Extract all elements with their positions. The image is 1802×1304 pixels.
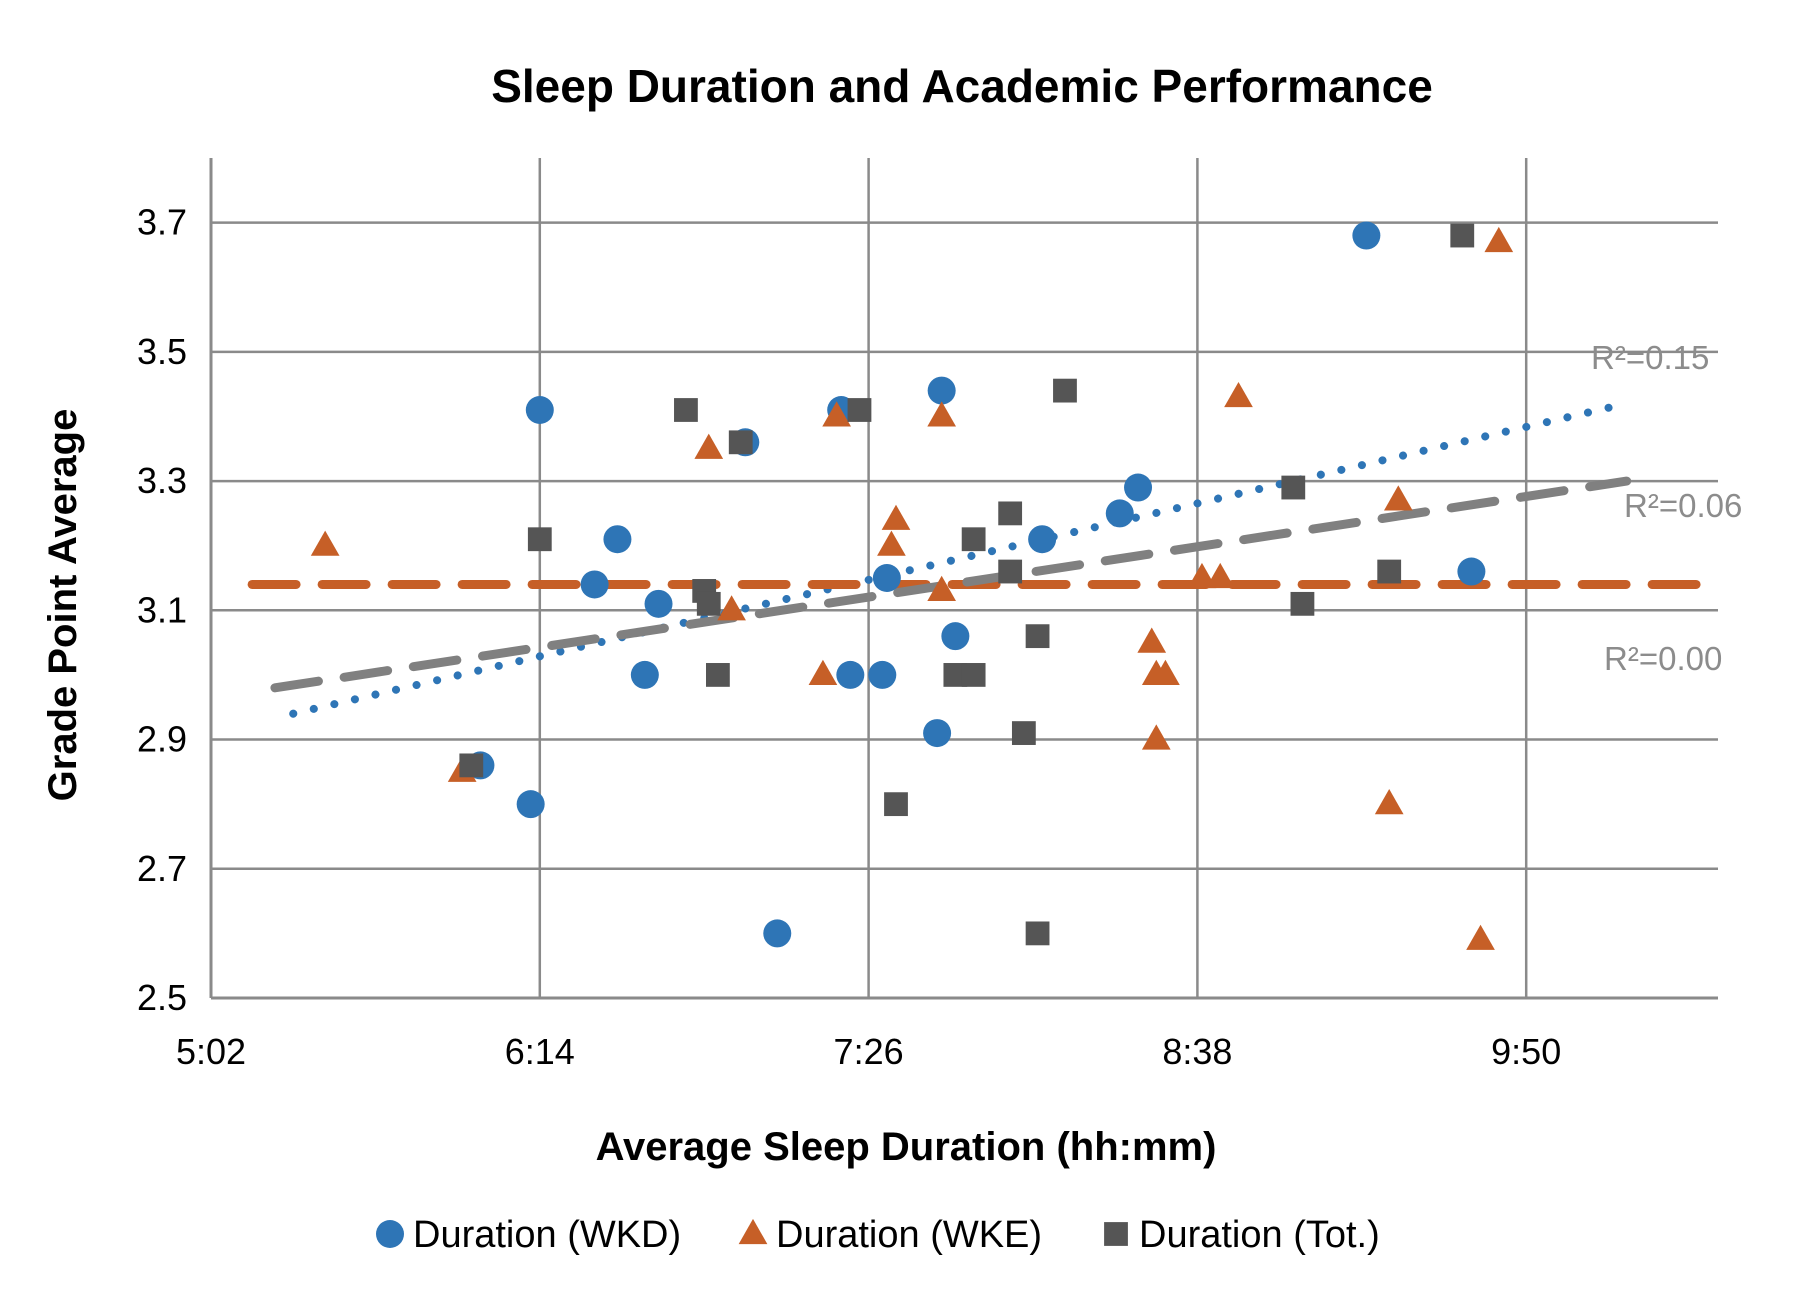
y-tick-label: 3.3	[137, 460, 187, 501]
point-square	[1290, 591, 1315, 616]
point-triangle	[1205, 562, 1235, 589]
point-triangle	[1141, 724, 1171, 750]
legend-item: Duration (Tot.)	[1104, 1214, 1380, 1256]
legend-marker-circle	[376, 1220, 404, 1248]
legend-item: Duration (WKE)	[738, 1214, 1042, 1256]
point-triangle	[310, 530, 340, 556]
grid-lines	[211, 158, 1718, 998]
x-tick-label: 8:38	[1162, 1031, 1232, 1072]
point-triangle	[717, 595, 746, 621]
point-triangle	[1383, 485, 1413, 511]
point-square	[847, 398, 872, 422]
point-square	[998, 501, 1023, 526]
point-triangle	[927, 575, 957, 602]
y-tick-label: 2.7	[137, 848, 187, 889]
trendline-square	[270, 476, 1632, 693]
r2-label-circle: R²=0.15	[1591, 339, 1709, 376]
point-circle	[1457, 557, 1486, 586]
data-points	[310, 221, 1514, 950]
point-square	[998, 559, 1023, 584]
point-circle	[763, 919, 792, 948]
point-circle	[836, 660, 865, 689]
y-tick-label: 3.1	[137, 589, 187, 630]
point-circle	[868, 660, 897, 689]
trendline-circle	[289, 399, 1631, 718]
y-tick-label: 2.5	[137, 977, 187, 1018]
point-triangle	[1374, 789, 1404, 815]
x-tick-label: 5:02	[176, 1031, 246, 1072]
point-triangle	[1187, 562, 1217, 589]
axes	[209, 158, 1718, 1000]
y-tick-label: 3.7	[137, 202, 187, 243]
point-triangle	[927, 401, 957, 427]
point-square	[961, 527, 986, 552]
point-triangle	[1224, 381, 1253, 408]
point-circle	[516, 790, 545, 819]
point-square	[696, 591, 721, 616]
point-circle	[1124, 473, 1153, 502]
legend-marker-triangle	[738, 1218, 768, 1245]
x-tick-label: 6:14	[505, 1031, 575, 1072]
r2-label-triangle: R²=0.00	[1604, 640, 1722, 677]
point-circle	[923, 719, 952, 748]
point-square	[674, 398, 698, 422]
point-triangle	[1466, 924, 1495, 950]
point-square	[943, 663, 968, 687]
legend-label: Duration (Tot.)	[1139, 1214, 1380, 1256]
point-square	[706, 663, 730, 687]
point-square	[728, 430, 753, 455]
legend: Duration (WKD) Duration (WKE) Duration (To…	[376, 1214, 1380, 1256]
point-triangle	[694, 433, 724, 459]
point-circle	[1105, 499, 1134, 528]
x-tick-label: 7:26	[834, 1031, 904, 1072]
x-axis-title: Average Sleep Duration (hh:mm)	[596, 1125, 1217, 1169]
legend-item: Duration (WKD)	[376, 1214, 681, 1256]
point-square	[459, 753, 484, 778]
legend-label: Duration (WKD)	[413, 1214, 681, 1256]
point-square	[1053, 378, 1077, 403]
point-triangle	[822, 401, 851, 427]
y-tick-label: 2.9	[137, 719, 187, 760]
point-circle	[525, 396, 554, 424]
point-circle	[1028, 525, 1057, 554]
y-axis-title: Grade Point Average	[41, 409, 85, 802]
point-circle	[927, 376, 956, 405]
point-square	[527, 527, 552, 552]
y-tick-label: 3.5	[137, 331, 187, 372]
point-square	[1025, 921, 1050, 946]
chart-title: Sleep Duration and Academic Performance	[491, 60, 1433, 112]
r2-label-square: R²=0.06	[1624, 487, 1742, 524]
point-square	[1011, 721, 1036, 745]
point-circle	[630, 660, 659, 689]
x-tick-label: 9:50	[1491, 1031, 1561, 1072]
point-square	[1377, 559, 1402, 584]
x-tick-labels: 5:02 6:14 7:26 8:38 9:50	[176, 1031, 1561, 1072]
point-triangle	[1151, 659, 1180, 686]
point-square	[1281, 475, 1306, 500]
r2-labels: R²=0.15 R²=0.00 R²=0.06	[1591, 339, 1742, 677]
point-square	[1025, 624, 1050, 649]
legend-marker-square	[1104, 1222, 1128, 1246]
point-circle	[1352, 221, 1381, 250]
point-triangle	[881, 504, 911, 530]
point-square	[1450, 223, 1475, 248]
y-tick-labels: 2.5 2.7 2.9 3.1 3.3 3.5 3.7	[137, 202, 187, 1018]
point-triangle	[1137, 627, 1167, 653]
point-circle	[580, 570, 609, 599]
legend-label: Duration (WKE)	[776, 1214, 1042, 1256]
point-triangle	[1484, 226, 1514, 253]
point-square	[884, 792, 908, 817]
point-triangle	[808, 659, 838, 686]
point-triangle	[877, 530, 906, 556]
point-circle	[872, 564, 901, 592]
point-circle	[941, 622, 970, 651]
point-square	[961, 663, 986, 687]
point-circle	[603, 525, 632, 554]
point-circle	[644, 589, 673, 618]
